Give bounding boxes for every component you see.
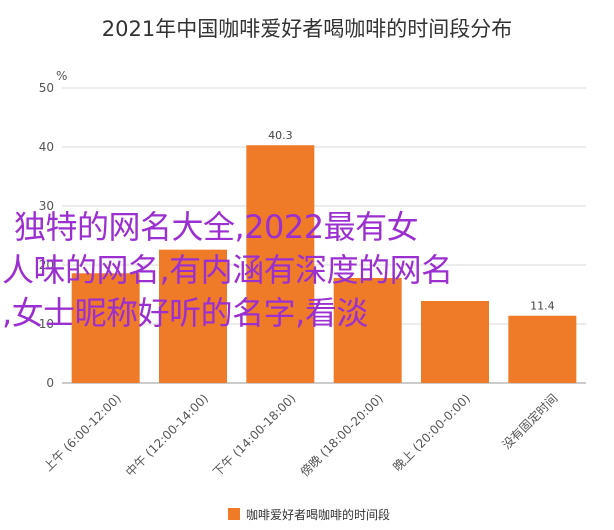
x-tick-label: 下午 (14:00-18:00) bbox=[210, 391, 298, 479]
bar bbox=[421, 300, 489, 383]
y-tick-label: 30 bbox=[39, 199, 54, 213]
x-tick-labels: 上午 (6:00-12:00) 中午 (12:00-14:00) 下午 (14:00… bbox=[41, 391, 560, 480]
x-tick-label: 中午 (12:00-14:00) bbox=[122, 391, 211, 480]
bar bbox=[508, 315, 577, 383]
x-tick-label: 没有固定时间 bbox=[499, 391, 561, 453]
data-label: 11.4 bbox=[530, 300, 555, 313]
y-tick-label: 50 bbox=[39, 81, 54, 95]
legend-swatch bbox=[228, 508, 240, 520]
x-tick-label: 晚上 (20:00-0:00) bbox=[390, 391, 473, 474]
legend: 咖啡爱好者喝咖啡的时间段 bbox=[228, 507, 390, 522]
bar bbox=[71, 273, 140, 383]
y-tick-label: 10 bbox=[39, 317, 54, 331]
y-tick-label: 0 bbox=[46, 376, 54, 390]
bar bbox=[159, 249, 227, 383]
x-tick-label: 傍晚 (18:00-20:00) bbox=[297, 391, 386, 480]
y-tick-labels: 0 10 20 30 40 50 bbox=[39, 81, 54, 390]
chart-title: 2021年中国咖啡爱好者喝咖啡的时间段分布 bbox=[102, 17, 512, 41]
bar bbox=[246, 145, 315, 383]
y-tick-label: 20 bbox=[39, 258, 54, 272]
y-tick-label: 40 bbox=[39, 140, 54, 154]
bars: 40.3 11.4 bbox=[71, 129, 577, 383]
legend-label: 咖啡爱好者喝咖啡的时间段 bbox=[246, 507, 390, 522]
gridlines bbox=[62, 87, 586, 384]
bar bbox=[333, 277, 402, 383]
x-tick-label: 上午 (6:00-12:00) bbox=[41, 391, 124, 474]
data-label: 40.3 bbox=[268, 129, 293, 142]
y-axis-unit: % bbox=[56, 69, 67, 83]
